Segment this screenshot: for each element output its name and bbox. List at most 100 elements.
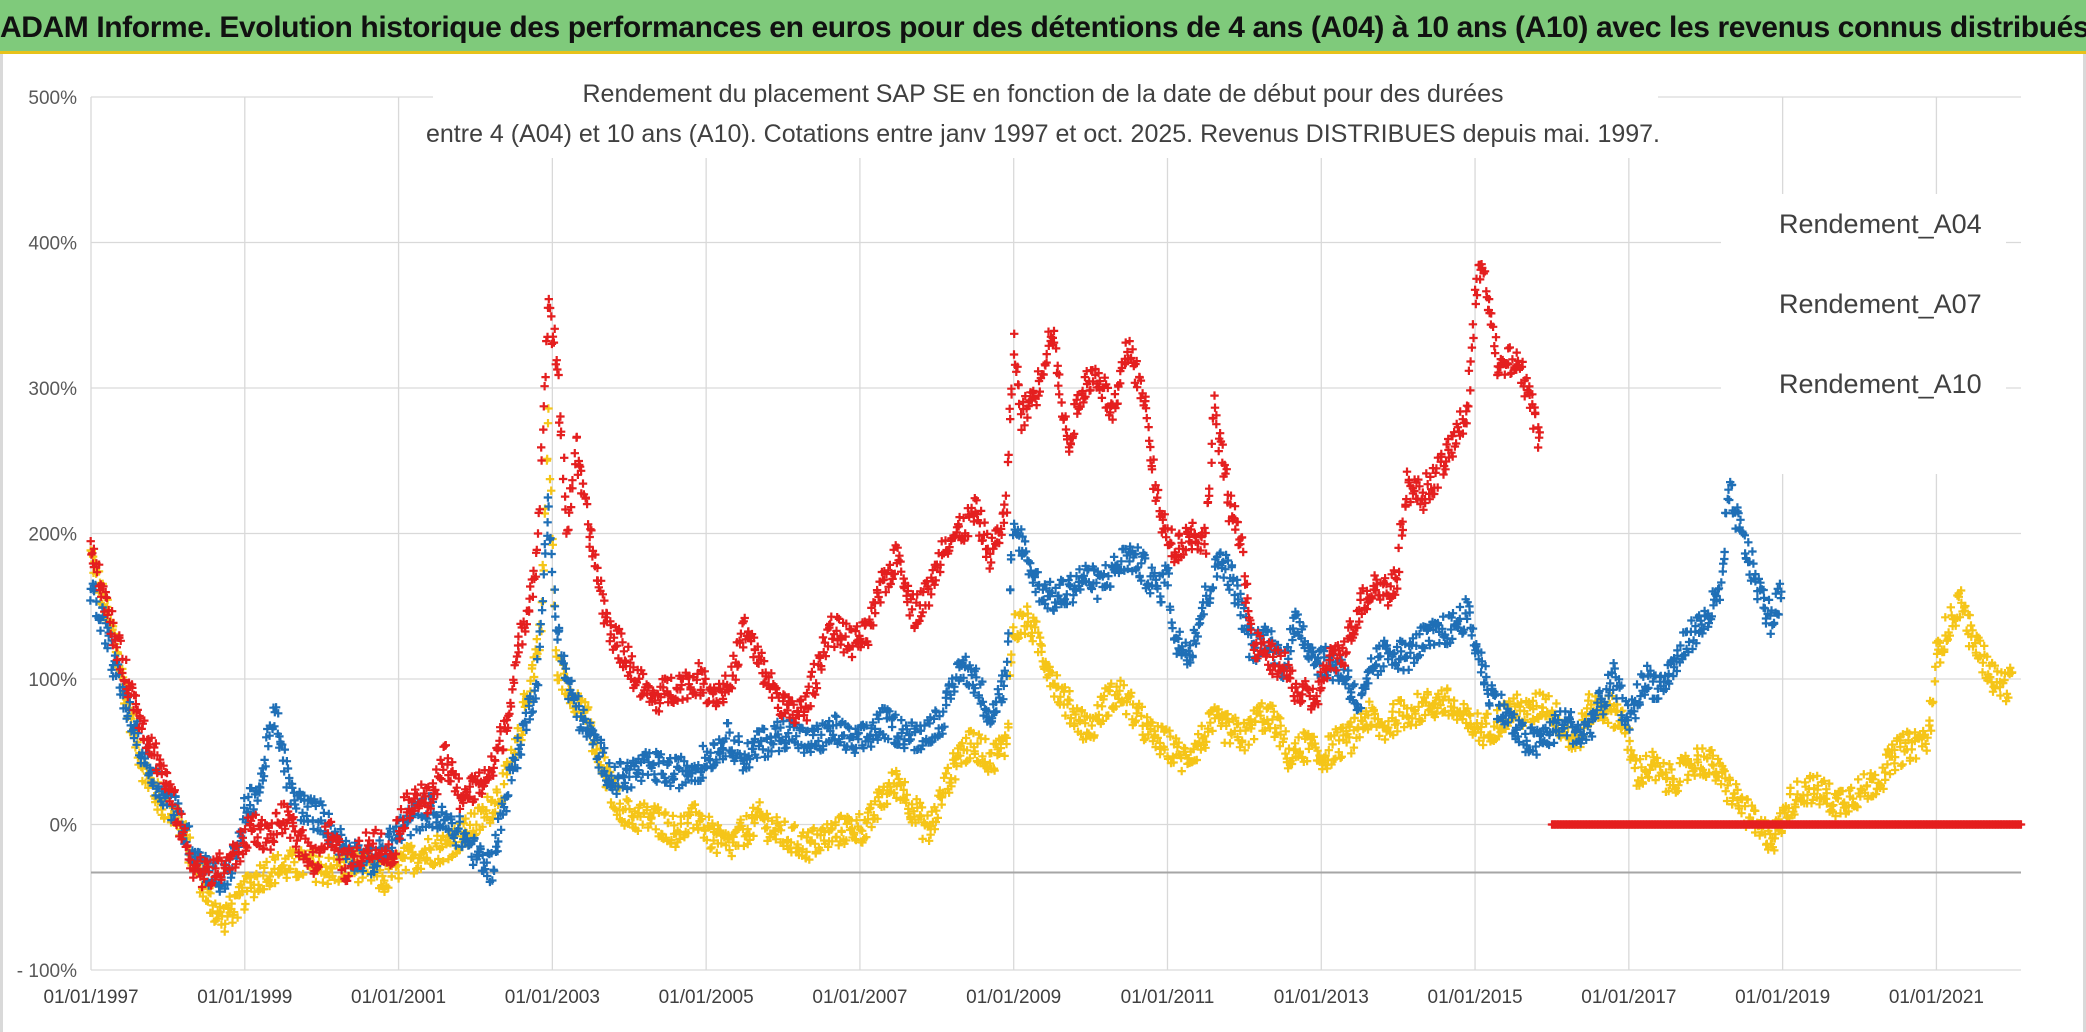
data-point-rendement-a04 xyxy=(461,814,470,823)
data-point-rendement-a04 xyxy=(1667,765,1676,774)
data-point-rendement-a04 xyxy=(633,826,643,835)
data-point-rendement-a07 xyxy=(482,858,491,867)
data-point-rendement-a07 xyxy=(259,772,269,781)
data-point-rendement-a04 xyxy=(1747,801,1757,810)
data-point-rendement-a04 xyxy=(1235,743,1245,752)
data-point-rendement-a10 xyxy=(578,479,588,488)
data-point-rendement-a04 xyxy=(1206,718,1215,727)
data-point-rendement-a04 xyxy=(1751,806,1760,816)
data-point-rendement-a04 xyxy=(1294,733,1303,742)
data-point-rendement-a07 xyxy=(244,792,253,802)
data-point-rendement-a07 xyxy=(528,707,537,716)
data-point-rendement-a07 xyxy=(1566,708,1576,717)
data-point-rendement-a10 xyxy=(537,443,546,452)
data-point-rendement-a07 xyxy=(972,673,981,682)
data-point-rendement-a07 xyxy=(969,688,978,697)
data-point-rendement-a10 xyxy=(619,647,629,656)
data-point-rendement-a04 xyxy=(1119,681,1128,690)
data-point-rendement-a07 xyxy=(916,726,926,735)
data-point-rendement-a07 xyxy=(1137,576,1146,585)
data-point-rendement-a07 xyxy=(1109,552,1119,562)
data-point-rendement-a07 xyxy=(107,665,116,674)
data-point-rendement-a10 xyxy=(526,582,535,591)
data-point-rendement-a04 xyxy=(1996,691,2005,700)
data-point-rendement-a04 xyxy=(1544,692,1553,701)
data-point-rendement-a07 xyxy=(1146,589,1155,598)
data-point-rendement-a04 xyxy=(1479,733,1488,742)
data-point-rendement-a07 xyxy=(123,711,132,721)
data-point-rendement-a04 xyxy=(1231,713,1240,722)
y-tick-label: 400% xyxy=(28,234,77,255)
data-point-rendement-a04 xyxy=(241,899,250,909)
data-point-rendement-a07 xyxy=(839,731,849,740)
data-point-rendement-a07 xyxy=(1072,572,1081,581)
data-point-rendement-a04 xyxy=(327,864,337,873)
data-point-rendement-a04 xyxy=(1822,799,1832,808)
data-point-rendement-a10 xyxy=(508,685,517,694)
data-point-rendement-a04 xyxy=(1071,710,1080,719)
data-point-rendement-a04 xyxy=(1160,745,1169,754)
data-point-rendement-a07 xyxy=(662,777,671,786)
data-point-rendement-a07 xyxy=(1341,679,1350,689)
data-point-rendement-a04 xyxy=(1898,760,1907,769)
data-point-rendement-a04 xyxy=(2004,693,2013,702)
data-point-rendement-a10 xyxy=(553,365,562,374)
data-point-rendement-a04 xyxy=(956,751,965,760)
data-point-rendement-a04 xyxy=(1813,785,1822,794)
data-point-rendement-a04 xyxy=(1925,716,1934,725)
data-point-rendement-a04 xyxy=(847,824,857,833)
data-point-rendement-a04 xyxy=(1408,714,1417,723)
data-point-rendement-a07 xyxy=(1002,657,1012,666)
data-point-rendement-a04 xyxy=(1584,690,1594,699)
data-point-rendement-a04 xyxy=(1815,793,1825,802)
data-point-rendement-a07 xyxy=(806,747,815,757)
data-point-rendement-a07 xyxy=(574,692,583,701)
data-point-rendement-a07 xyxy=(974,693,983,702)
data-point-rendement-a07 xyxy=(579,705,588,714)
data-point-rendement-a04 xyxy=(545,474,555,484)
data-point-rendement-a04 xyxy=(1417,716,1426,726)
data-point-rendement-a04 xyxy=(1961,601,1970,611)
data-point-rendement-a07 xyxy=(487,849,496,858)
data-point-rendement-a04 xyxy=(424,834,433,844)
data-point-rendement-a07 xyxy=(1093,594,1102,603)
data-point-rendement-a07 xyxy=(832,721,841,730)
data-point-rendement-a07 xyxy=(1476,668,1486,677)
data-point-rendement-a07 xyxy=(324,809,333,819)
data-point-rendement-a10 xyxy=(1000,500,1009,509)
data-point-rendement-a04 xyxy=(683,818,692,828)
data-point-rendement-a04 xyxy=(1731,780,1741,789)
data-point-rendement-a04 xyxy=(635,800,645,810)
data-point-rendement-a07 xyxy=(502,806,511,816)
data-point-rendement-a04 xyxy=(260,863,269,873)
data-point-rendement-a04 xyxy=(502,770,512,779)
data-point-rendement-a04 xyxy=(1302,756,1312,766)
data-point-rendement-a07 xyxy=(585,718,595,727)
data-point-rendement-a04 xyxy=(651,825,660,834)
data-point-rendement-a04 xyxy=(749,831,758,841)
data-point-rendement-a04 xyxy=(991,739,1001,749)
data-point-rendement-a07 xyxy=(467,852,476,861)
data-point-rendement-a04 xyxy=(867,822,876,832)
data-point-rendement-a07 xyxy=(758,745,768,754)
data-point-rendement-a04 xyxy=(1072,704,1082,713)
data-point-rendement-a07 xyxy=(539,570,548,579)
data-point-rendement-a07 xyxy=(223,880,232,889)
data-point-rendement-a07 xyxy=(1150,568,1159,578)
data-point-rendement-a07 xyxy=(1293,610,1302,619)
data-point-rendement-a04 xyxy=(917,803,927,812)
data-point-rendement-a07 xyxy=(942,700,951,710)
data-point-rendement-a04 xyxy=(1552,699,1561,708)
data-point-rendement-a04 xyxy=(957,739,967,748)
data-point-rendement-a10 xyxy=(162,768,172,778)
x-tick-label: 01/01/2021 xyxy=(1889,987,1984,1008)
data-point-rendement-a04 xyxy=(1713,754,1723,764)
data-point-rendement-a04 xyxy=(1194,729,1203,739)
data-point-rendement-a07 xyxy=(813,724,823,734)
data-point-rendement-a04 xyxy=(1978,668,1987,677)
data-point-rendement-a04 xyxy=(1620,729,1630,738)
data-point-rendement-a04 xyxy=(1122,697,1131,707)
data-point-rendement-a07 xyxy=(1208,584,1217,593)
data-point-rendement-a07 xyxy=(567,676,576,686)
data-point-rendement-a04 xyxy=(1890,765,1900,775)
